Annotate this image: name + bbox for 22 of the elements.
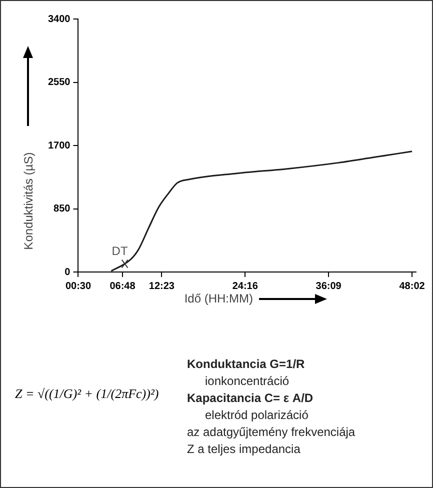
x-tick-label: 12:23	[148, 280, 175, 292]
y-axis-title: Konduktivitás (µS)	[21, 152, 36, 250]
y-tick-label: 1700	[48, 140, 71, 152]
line-series	[110, 150, 413, 272]
text: elektród polarizáció	[204, 407, 310, 424]
text: ionkoncentráció	[204, 373, 290, 390]
text: Konduktancia G=1/R	[187, 356, 306, 373]
x-tick-label: 48:02	[399, 280, 426, 292]
text: Z a teljes impedancia	[187, 441, 302, 458]
annotation: DT	[112, 244, 128, 258]
y-tick-label: 3400	[48, 14, 71, 25]
x-tick-label: 00:30	[65, 280, 92, 292]
x-axis-title: Idő (HH:MM)	[184, 291, 253, 306]
y-tick-label: 0	[64, 266, 71, 278]
y-tick-label: 850	[54, 204, 71, 214]
text: Z = √((1/G)² + (1/(2πFc))²)	[15, 386, 159, 402]
x-tick-label: 06:48	[110, 280, 136, 292]
text: az adatgyűjtemény frekvenciája	[187, 424, 356, 441]
y-tick-label: 2550	[48, 77, 71, 88]
x-tick-label: 24:16	[232, 280, 258, 292]
x-tick-label: 36:09	[316, 280, 342, 292]
text: Kapacitancia C= ε A/D	[187, 390, 314, 407]
